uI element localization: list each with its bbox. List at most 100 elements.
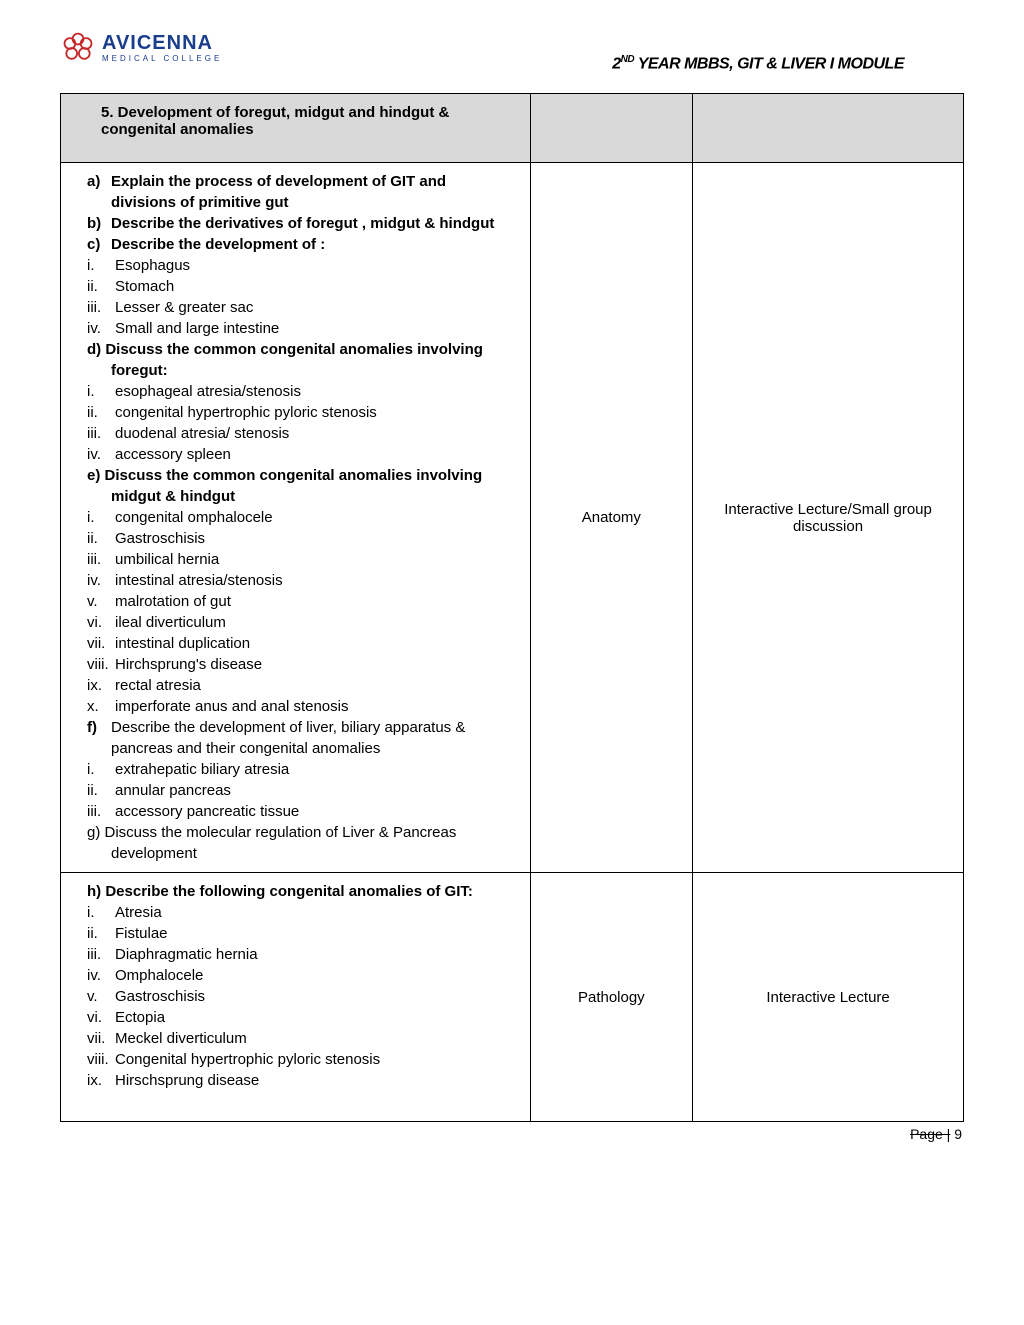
roman-text: Hirchsprung's disease: [115, 654, 514, 675]
roman-text: Gastroschisis: [115, 986, 514, 1007]
logo: AVICENNA MEDICAL COLLEGE: [60, 30, 222, 66]
roman-text: Ectopia: [115, 1007, 514, 1028]
lettered-label: b): [87, 213, 111, 234]
roman-label: vi.: [87, 1007, 115, 1028]
roman-label: ii.: [87, 780, 115, 801]
lettered-label: g): [87, 824, 105, 841]
lettered-text: Describe the derivatives of foregut , mi…: [111, 213, 514, 234]
page-number: 9: [954, 1126, 962, 1142]
page: AVICENNA MEDICAL COLLEGE 2ND YEAR MBBS, …: [0, 0, 1024, 1162]
method-pathology: Interactive Lecture: [693, 873, 964, 1122]
roman-item: iii.accessory pancreatic tissue: [87, 801, 520, 822]
lettered-text: Describe the following congenital anomal…: [105, 883, 473, 900]
roman-label: iii.: [87, 944, 115, 965]
title-sup: ND: [621, 54, 634, 65]
roman-label: iii.: [87, 801, 115, 822]
roman-item: ii.congenital hypertrophic pyloric steno…: [87, 402, 520, 423]
logo-sub: MEDICAL COLLEGE: [102, 55, 222, 63]
roman-label: i.: [87, 255, 115, 276]
roman-item: vii.Meckel diverticulum: [87, 1028, 520, 1049]
roman-item: iv.intestinal atresia/stenosis: [87, 570, 520, 591]
roman-item: iv.Small and large intestine: [87, 318, 520, 339]
roman-label: i.: [87, 902, 115, 923]
module-title: 2ND YEAR MBBS, GIT & LIVER I MODULE: [612, 54, 904, 73]
subject-pathology: Pathology: [530, 873, 693, 1122]
roman-label: iii.: [87, 549, 115, 570]
pathology-content: h) Describe the following congenital ano…: [61, 873, 531, 1122]
roman-text: Gastroschisis: [115, 528, 514, 549]
anatomy-content: a)Explain the process of development of …: [61, 163, 531, 873]
logo-text: AVICENNA MEDICAL COLLEGE: [102, 33, 222, 63]
roman-text: Stomach: [115, 276, 514, 297]
roman-text: Small and large intestine: [115, 318, 514, 339]
lettered-text: Explain the process of development of GI…: [111, 171, 514, 213]
roman-label: iii.: [87, 297, 115, 318]
roman-label: viii.: [87, 1049, 115, 1070]
roman-label: viii.: [87, 654, 115, 675]
roman-item: iv.accessory spleen: [87, 444, 520, 465]
lettered-item: g) Discuss the molecular regulation of L…: [87, 822, 520, 864]
roman-label: ii.: [87, 923, 115, 944]
syllabus-table: 5. Development of foregut, midgut and hi…: [60, 93, 964, 1122]
roman-item: ii.Fistulae: [87, 923, 520, 944]
lettered-label: c): [87, 234, 111, 255]
roman-label: iv.: [87, 570, 115, 591]
roman-text: Diaphragmatic hernia: [115, 944, 514, 965]
roman-label: ii.: [87, 528, 115, 549]
roman-text: annular pancreas: [115, 780, 514, 801]
roman-label: i.: [87, 759, 115, 780]
page-footer: Page | 9: [60, 1126, 964, 1142]
roman-item: ix.Hirschsprung disease: [87, 1070, 520, 1091]
roman-list: i.extrahepatic biliary atresiaii.annular…: [87, 759, 520, 822]
roman-list: i.Esophagusii.Stomachiii.Lesser & greate…: [87, 255, 520, 339]
roman-label: ii.: [87, 402, 115, 423]
roman-item: vi.ileal diverticulum: [87, 612, 520, 633]
anatomy-row: a)Explain the process of development of …: [61, 163, 964, 873]
roman-item: iii.Diaphragmatic hernia: [87, 944, 520, 965]
roman-text: intestinal atresia/stenosis: [115, 570, 514, 591]
roman-item: vii.intestinal duplication: [87, 633, 520, 654]
roman-text: rectal atresia: [115, 675, 514, 696]
roman-item: ii.Gastroschisis: [87, 528, 520, 549]
flower-icon: [60, 30, 96, 66]
roman-text: Meckel diverticulum: [115, 1028, 514, 1049]
section-header-row: 5. Development of foregut, midgut and hi…: [61, 94, 964, 163]
lettered-item: e) Discuss the common congenital anomali…: [87, 465, 520, 507]
lettered-text: Describe the development of :: [111, 234, 514, 255]
roman-label: vi.: [87, 612, 115, 633]
roman-item: i.congenital omphalocele: [87, 507, 520, 528]
section-title: 5. Development of foregut, midgut and hi…: [61, 94, 531, 163]
roman-text: malrotation of gut: [115, 591, 514, 612]
roman-text: Esophagus: [115, 255, 514, 276]
pathology-row: h) Describe the following congenital ano…: [61, 873, 964, 1122]
lettered-text: Discuss the common congenital anomalies …: [105, 341, 483, 379]
roman-item: iii.umbilical hernia: [87, 549, 520, 570]
roman-label: v.: [87, 591, 115, 612]
roman-text: intestinal duplication: [115, 633, 514, 654]
lettered-label: a): [87, 171, 111, 192]
lettered-label: e): [87, 467, 105, 484]
lettered-label: f): [87, 717, 111, 738]
lettered-item: c)Describe the development of :: [87, 234, 520, 255]
roman-text: Hirschsprung disease: [115, 1070, 514, 1091]
roman-text: ileal diverticulum: [115, 612, 514, 633]
subject-anatomy: Anatomy: [530, 163, 693, 873]
lettered-label: h): [87, 883, 105, 900]
roman-text: Atresia: [115, 902, 514, 923]
roman-label: iv.: [87, 444, 115, 465]
roman-text: accessory spleen: [115, 444, 514, 465]
roman-text: duodenal atresia/ stenosis: [115, 423, 514, 444]
roman-text: Omphalocele: [115, 965, 514, 986]
roman-list: i.esophageal atresia/stenosisii.congenit…: [87, 381, 520, 465]
roman-text: accessory pancreatic tissue: [115, 801, 514, 822]
roman-item: iii.duodenal atresia/ stenosis: [87, 423, 520, 444]
lettered-text: Discuss the molecular regulation of Live…: [105, 824, 457, 862]
lettered-text: Describe the development of liver, bilia…: [111, 717, 514, 759]
roman-text: Lesser & greater sac: [115, 297, 514, 318]
roman-item: i.esophageal atresia/stenosis: [87, 381, 520, 402]
roman-item: i.Atresia: [87, 902, 520, 923]
roman-text: esophageal atresia/stenosis: [115, 381, 514, 402]
roman-item: viii.Congenital hypertrophic pyloric ste…: [87, 1049, 520, 1070]
section-head-blank2: [693, 94, 964, 163]
roman-text: umbilical hernia: [115, 549, 514, 570]
